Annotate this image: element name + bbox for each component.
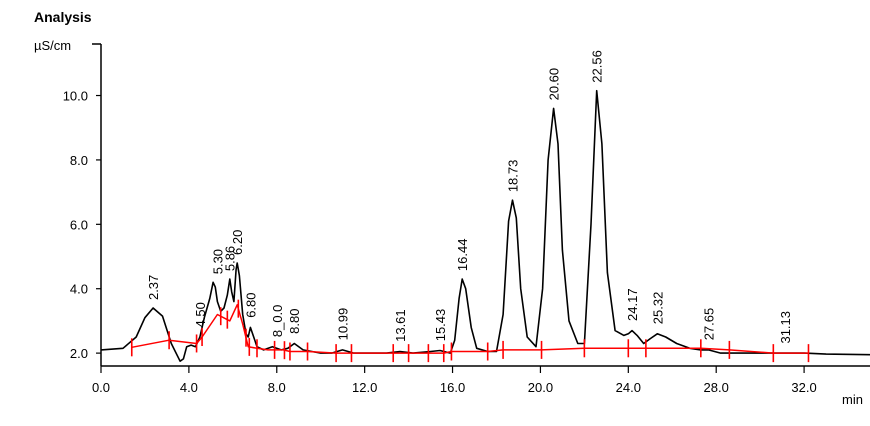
peak-label: 10.99 <box>335 308 350 341</box>
y-tick-label: 6.0 <box>70 217 88 232</box>
peak-label: 15.43 <box>433 309 448 342</box>
x-tick-label: 4.0 <box>180 380 198 395</box>
peak-label: 22.56 <box>590 50 605 83</box>
peak-label: 25.32 <box>650 292 665 325</box>
x-tick-label: 16.0 <box>440 380 465 395</box>
y-tick-label: 10.0 <box>63 89 88 104</box>
x-tick-label: 0.0 <box>92 380 110 395</box>
x-tick-label: 12.0 <box>352 380 377 395</box>
y-axis-unit: µS/cm <box>34 38 71 53</box>
peak-label: 6.80 <box>243 292 258 317</box>
y-tick-label: 2.0 <box>70 346 88 361</box>
peak-label: 20.60 <box>547 68 562 101</box>
peak-label: 4.50 <box>193 302 208 327</box>
peak-label: 13.61 <box>393 309 408 342</box>
peak-label: 5.30 <box>210 249 225 274</box>
y-tick-label: 4.0 <box>70 282 88 297</box>
y-axis-ticks: 2.0 4.0 6.0 8.0 10.0 <box>63 89 101 361</box>
x-axis-ticks: 0.0 4.0 8.0 12.0 16.0 20.0 24.0 28.0 32.0 <box>92 366 817 395</box>
x-tick-label: 28.0 <box>704 380 729 395</box>
peak-label: 18.73 <box>505 160 520 193</box>
peak-label: 8.80 <box>287 309 302 334</box>
peak-labels: 2.37 4.50 5.305.866.20 6.80 8_0.0 8.80 10.99 13… <box>146 50 793 343</box>
peak-label: 24.17 <box>625 288 640 321</box>
peak-label: 8_0.0 <box>270 305 285 338</box>
x-tick-label: 32.0 <box>791 380 816 395</box>
x-axis-unit: min <box>842 392 863 407</box>
x-tick-label: 24.0 <box>616 380 641 395</box>
peak-label: 5.86 <box>223 246 238 271</box>
x-tick-label: 8.0 <box>268 380 286 395</box>
peak-label: 31.13 <box>778 311 793 344</box>
signal-trace <box>100 89 870 363</box>
peak-label: 27.65 <box>701 308 716 341</box>
chromatogram-series <box>100 89 870 363</box>
peak-label: 2.37 <box>146 275 161 300</box>
peak-label: 6.20 <box>230 230 245 255</box>
peak-label: 16.44 <box>455 239 470 272</box>
integration-marks <box>130 299 810 363</box>
chart-title: Analysis <box>34 9 92 25</box>
x-tick-label: 20.0 <box>528 380 553 395</box>
y-tick-label: 8.0 <box>70 153 88 168</box>
